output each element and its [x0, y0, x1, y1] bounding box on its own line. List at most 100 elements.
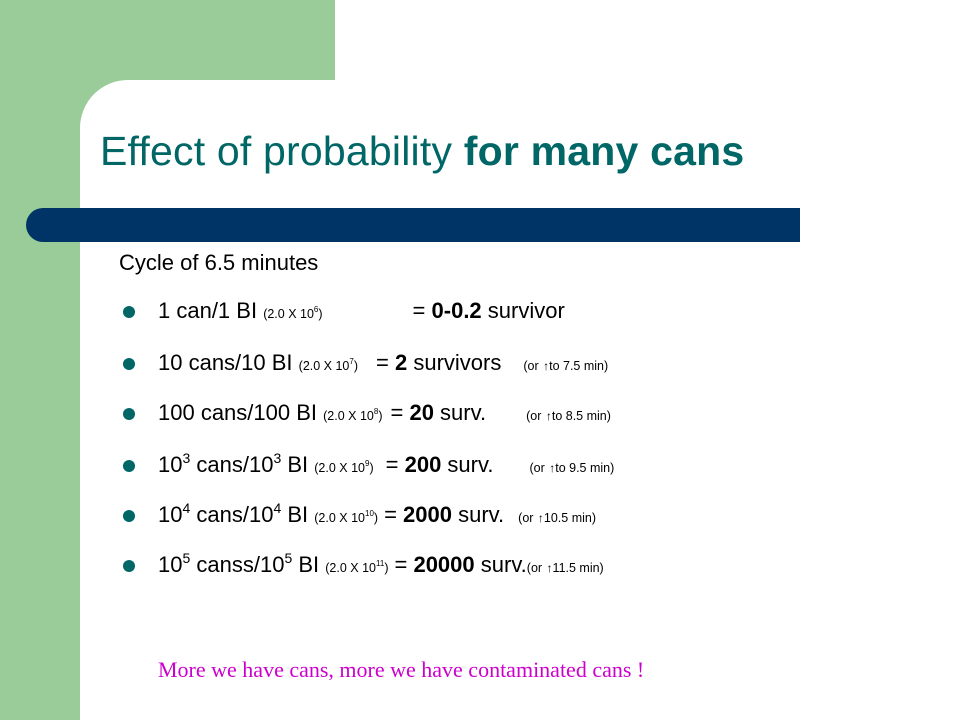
item-label: canss/10 [190, 552, 285, 577]
note-prefix: (or [526, 409, 545, 423]
item-label: 10 [158, 452, 183, 477]
time-note: (or ↑to 8.5 min) [526, 409, 611, 423]
bullet-icon [123, 560, 135, 572]
item-label: 100 cans/100 BI [158, 400, 324, 425]
bi-base: (2.0 X 10 [323, 409, 374, 423]
title-bold: for many cans [463, 128, 745, 174]
bi-note: (2.0 X 109) [314, 459, 374, 476]
survivor-unit: surv. [474, 552, 527, 577]
bi-close: ) [369, 461, 374, 475]
survivor-unit: surv. [433, 400, 487, 425]
up-arrow-icon: ↑ [545, 409, 552, 423]
cycle-subtitle: Cycle of 6.5 minutes [119, 250, 319, 275]
item-label: 10 cans/10 BI [158, 350, 299, 375]
equals: = [385, 452, 405, 477]
item-label: 1 can/1 BI [158, 298, 264, 323]
note-prefix: (or [523, 359, 543, 373]
list-item-text: 104 cans/104 BI (2.0 X 1010) = 2000 surv.… [158, 500, 596, 531]
bullet-icon [123, 306, 135, 318]
bi-base: (2.0 X 10 [298, 359, 350, 373]
bi-close: ) [318, 307, 323, 321]
item-label: BI [292, 552, 326, 577]
bi-base: (2.0 X 10 [263, 307, 314, 321]
bi-note: (2.0 X 1011) [325, 559, 389, 576]
bi-exponent: 8 [373, 407, 379, 416]
up-arrow-icon: ↑ [546, 561, 553, 575]
survivor-unit: surv. [441, 452, 494, 477]
time-note: (or ↑to 7.5 min) [523, 359, 608, 373]
slide-title: Effect of probability for many cans [100, 128, 744, 175]
bi-exponent: 10 [365, 509, 374, 518]
survivor-value: 20000 [413, 552, 475, 577]
list-item-text: 1 can/1 BI (2.0 X 106) = 0-0.2 survivor [158, 298, 565, 327]
equals: = [384, 502, 404, 527]
list-item-text: 100 cans/100 BI (2.0 X 108) = 20 surv. (or… [158, 400, 611, 429]
list-item-text: 105 canss/105 BI (2.0 X 1011) = 20000 sur… [158, 550, 604, 581]
green-left-strip [0, 0, 80, 720]
bi-exponent: 7 [349, 357, 354, 366]
footer-note: More we have cans, more we have contamin… [158, 657, 645, 682]
time-note: (or ↑10.5 min) [518, 511, 596, 525]
item-label: 10 [158, 502, 183, 527]
bi-exponent: 6 [313, 305, 319, 314]
bullet-icon [123, 510, 135, 522]
item-label: cans/10 [190, 502, 274, 527]
bi-note: (2.0 X 107) [298, 357, 359, 374]
note-suffix: to 7.5 min) [549, 359, 609, 373]
bullet-icon [123, 358, 135, 370]
bi-close: ) [384, 561, 389, 575]
survivor-value: 2000 [403, 502, 452, 527]
survivor-value: 200 [404, 452, 442, 477]
content-panel [80, 80, 960, 720]
equals: = [412, 298, 432, 323]
bi-note: (2.0 X 108) [323, 407, 383, 424]
list-item-text: 10 cans/10 BI (2.0 X 107) = 2 survivors (o… [158, 350, 608, 379]
note-suffix: to 8.5 min) [551, 409, 611, 423]
bi-exponent: 9 [365, 459, 370, 468]
up-arrow-icon: ↑ [543, 359, 550, 373]
bi-note: (2.0 X 1010) [314, 509, 379, 526]
bi-exponent: 11 [376, 559, 385, 568]
bi-base: (2.0 X 10 [325, 561, 376, 575]
time-note: (or ↑to 9.5 min) [529, 461, 614, 475]
survivor-value: 0-0.2 [431, 298, 482, 323]
equals: = [394, 552, 414, 577]
item-label: BI [281, 502, 315, 527]
bi-close: ) [378, 409, 383, 423]
list-item-text: 103 cans/103 BI (2.0 X 109) = 200 surv. (o… [158, 450, 614, 481]
bullet-icon [123, 408, 135, 420]
item-label: BI [281, 452, 315, 477]
note-suffix: 10.5 min) [543, 511, 597, 525]
up-arrow-icon: ↑ [537, 511, 544, 525]
cans-exponent: 5 [182, 550, 191, 566]
bullet-icon [123, 460, 135, 472]
item-label: 10 [158, 552, 183, 577]
survivor-value: 2 [394, 350, 408, 375]
note-prefix: (or [518, 511, 537, 525]
item-label: cans/10 [190, 452, 274, 477]
bi-count-exponent: 4 [273, 500, 282, 516]
survivor-value: 20 [409, 400, 434, 425]
cans-exponent: 3 [182, 450, 191, 466]
survivor-unit: survivor [481, 298, 565, 323]
bi-base: (2.0 X 10 [314, 511, 365, 525]
bi-note: (2.0 X 106) [263, 305, 323, 322]
note-suffix: to 9.5 min) [555, 461, 615, 475]
cans-exponent: 4 [182, 500, 191, 516]
time-note: (or ↑11.5 min) [527, 561, 604, 575]
title-normal: Effect of probability [100, 128, 464, 174]
note-prefix: (or [526, 561, 546, 575]
bi-base: (2.0 X 10 [314, 461, 365, 475]
bi-count-exponent: 5 [284, 550, 293, 566]
equals: = [376, 350, 395, 375]
survivor-unit: surv. [452, 502, 505, 527]
survivor-unit: survivors [407, 350, 502, 375]
note-suffix: 11.5 min) [552, 561, 604, 575]
equals: = [390, 400, 410, 425]
bi-count-exponent: 3 [273, 450, 282, 466]
bi-close: ) [353, 359, 359, 373]
title-underline-bar [26, 208, 800, 242]
bi-close: ) [373, 511, 379, 525]
note-prefix: (or [529, 461, 549, 475]
